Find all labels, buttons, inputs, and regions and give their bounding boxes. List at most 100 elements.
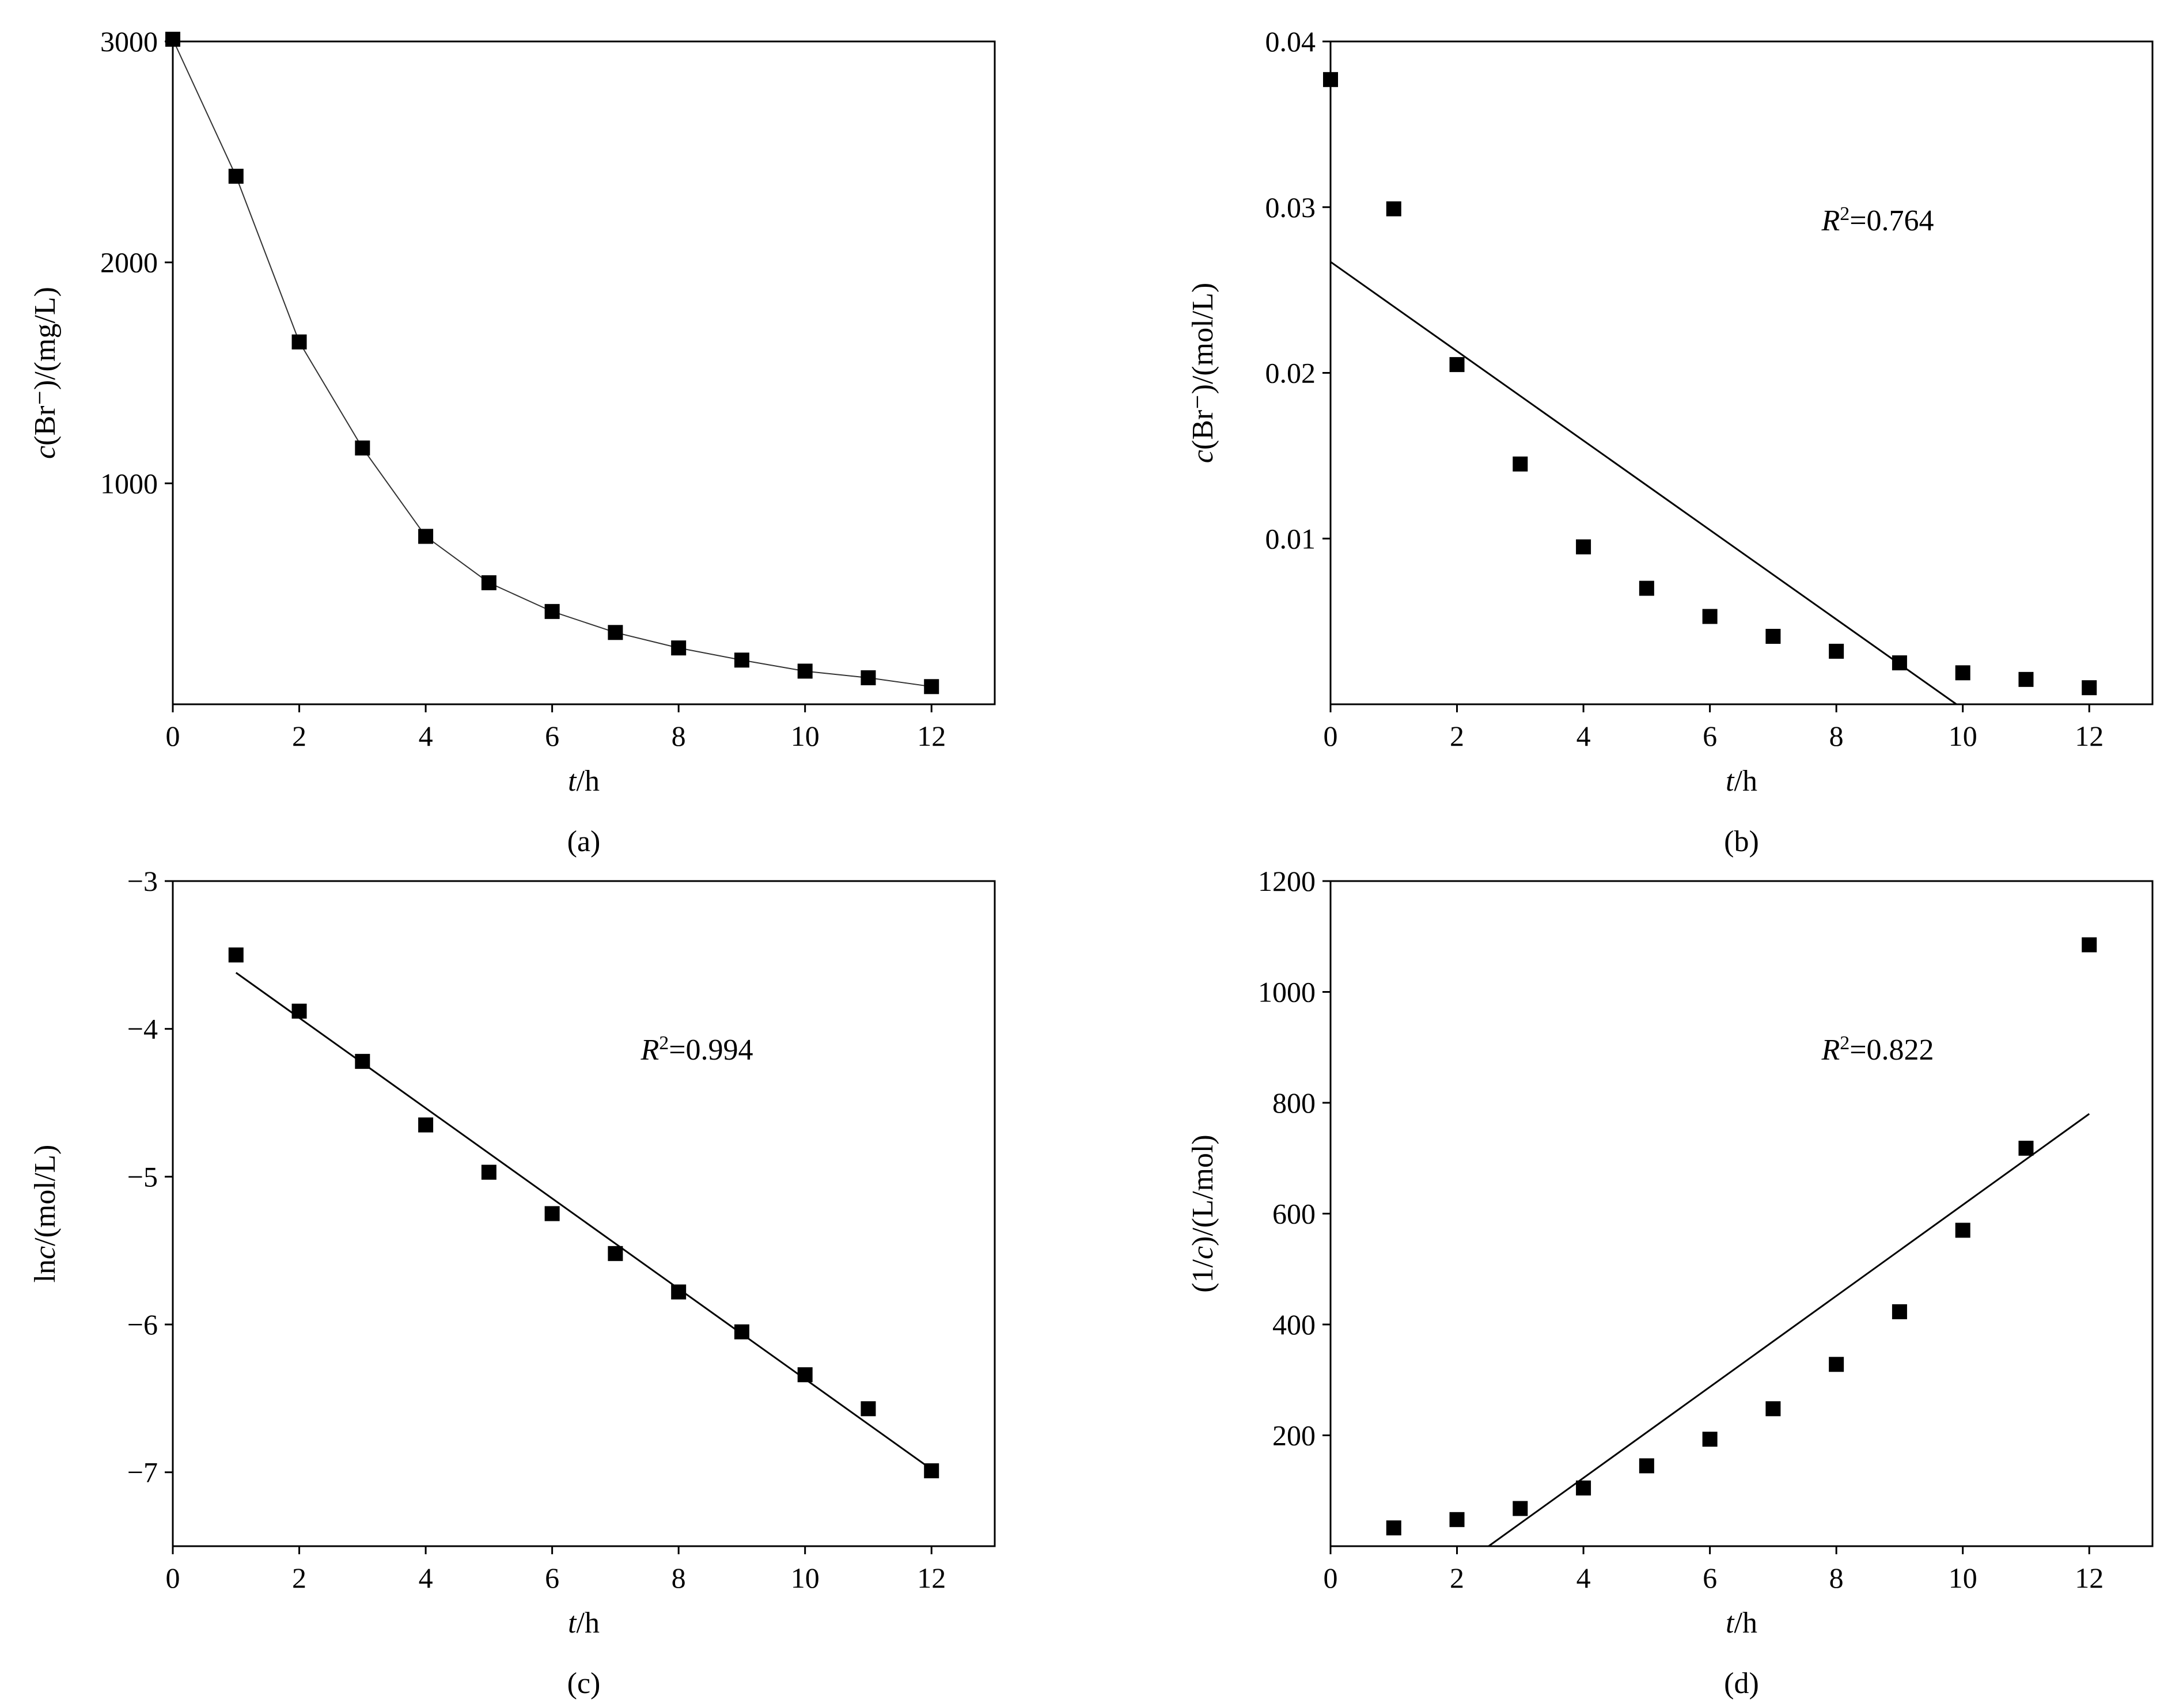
data-point (1892, 655, 1907, 671)
y-tick-label: −5 (127, 1160, 158, 1193)
y-tick-label: 3000 (100, 25, 158, 58)
fit-line (235, 971, 933, 1470)
data-point (1323, 72, 1338, 88)
y-axis-title: lnc/(mol/L) (29, 1145, 62, 1283)
x-tick-label: 2 (1450, 1562, 1464, 1594)
data-point (608, 625, 623, 640)
x-tick-label: 6 (1703, 720, 1717, 752)
x-axis-title: t/h (1726, 1607, 1757, 1639)
plot-frame (172, 40, 996, 705)
y-tick-label: 0.04 (1265, 25, 1316, 58)
y-tick-label: −6 (127, 1308, 158, 1341)
y-tick-label: −4 (127, 1013, 158, 1045)
x-tick-label: 10 (1949, 720, 1977, 752)
x-axis-title: t/h (1726, 765, 1757, 798)
panel-c: 0 2 4 6 8 10 12 −7 −6 −5 −4 −3 t/h lnc/(mol/L) (c) R2=0… (29, 865, 996, 1700)
y-tick-label: 0.02 (1265, 357, 1316, 389)
data-point (924, 1463, 939, 1479)
data-point (734, 1324, 749, 1339)
data-point (1765, 1401, 1781, 1417)
panel-caption: (a) (567, 825, 601, 858)
y-tick-label: 0.03 (1265, 191, 1316, 223)
data-point (924, 679, 939, 694)
x-tick-label: 0 (1324, 1562, 1338, 1594)
y-tick-label: 2000 (100, 246, 158, 279)
data-point (861, 1401, 876, 1417)
panel-a: 0 2 4 6 8 10 12 1000 2000 3000 t/h c(Br⁻)/(mg/L) (a) (29, 25, 996, 858)
y-tick-label: −7 (127, 1456, 158, 1489)
y-tick-label: 1000 (1258, 976, 1316, 1008)
data-point (1513, 456, 1528, 472)
data-point (1702, 1432, 1718, 1447)
data-point (671, 640, 687, 656)
data-point (1386, 1520, 1401, 1536)
x-tick-label: 2 (1450, 720, 1464, 752)
y-tick-label: −3 (127, 865, 158, 897)
data-point (608, 1246, 623, 1261)
x-tick-label: 6 (545, 720, 559, 752)
y-tick-label: 600 (1272, 1198, 1316, 1230)
x-tick-label: 8 (672, 1562, 686, 1594)
data-point (671, 1284, 687, 1300)
r-squared-annotation: R2=0.994 (640, 1033, 753, 1067)
panel-caption: (d) (1724, 1667, 1759, 1700)
data-point (355, 440, 370, 456)
x-tick-label: 12 (917, 720, 946, 752)
x-tick-label: 10 (791, 720, 820, 752)
x-tick-label: 0 (166, 1562, 180, 1594)
data-point (1955, 665, 1970, 681)
y-tick-label: 200 (1272, 1419, 1316, 1452)
x-tick-label: 10 (791, 1562, 820, 1594)
data-point (228, 947, 244, 963)
series-line (172, 39, 932, 688)
data-point (1702, 609, 1718, 624)
fit-line (1488, 1113, 2090, 1547)
data-point (1576, 539, 1591, 555)
x-tick-label: 4 (419, 1562, 433, 1594)
r-squared-annotation: R2=0.764 (1821, 203, 1934, 238)
panel-b: 0 2 4 6 8 10 12 0.01 0.02 0.03 0.04 t/h c(Br⁻)/(mol/… (1187, 25, 2154, 858)
data-point (2082, 680, 2097, 696)
data-point (1386, 201, 1401, 217)
data-point (1829, 643, 1844, 659)
x-tick-label: 12 (2075, 1562, 2104, 1594)
x-tick-label: 2 (292, 720, 306, 752)
x-tick-label: 2 (292, 1562, 306, 1594)
y-tick-label: 400 (1272, 1308, 1316, 1341)
panel-caption: (b) (1724, 825, 1759, 858)
data-point (291, 334, 307, 350)
fit-line (1330, 261, 1957, 705)
data-point (1829, 1357, 1844, 1372)
data-point (544, 604, 560, 619)
x-axis-title: t/h (568, 765, 600, 798)
data-point (2082, 937, 2097, 952)
data-point (544, 1206, 560, 1221)
data-point (165, 32, 180, 47)
data-point (1639, 1458, 1654, 1474)
data-point (1765, 629, 1781, 644)
data-point (481, 575, 497, 590)
panel-caption: (c) (567, 1667, 601, 1700)
x-tick-label: 8 (1829, 720, 1844, 752)
data-point (1892, 1304, 1907, 1319)
x-tick-label: 6 (545, 1562, 559, 1594)
plot-frame (172, 880, 996, 1547)
x-tick-label: 0 (166, 720, 180, 752)
data-point (228, 169, 244, 184)
data-point (1639, 580, 1654, 596)
x-tick-label: 6 (1703, 1562, 1717, 1594)
data-point (797, 663, 813, 679)
y-axis-title: c(Br⁻)/(mg/L) (29, 287, 62, 459)
y-axis-title: c(Br⁻)/(mol/L) (1187, 283, 1219, 463)
y-axis-title: (1/c)/(L/mol) (1187, 1134, 1219, 1292)
data-point (1513, 1501, 1528, 1516)
plot-frame (1329, 40, 2154, 705)
r-squared-annotation: R2=0.822 (1821, 1033, 1934, 1067)
x-tick-label: 4 (1576, 1562, 1591, 1594)
data-point (734, 652, 749, 668)
y-tick-label: 800 (1272, 1087, 1316, 1119)
data-point (291, 1003, 307, 1019)
x-tick-label: 4 (1576, 720, 1591, 752)
data-point (2018, 671, 2034, 687)
